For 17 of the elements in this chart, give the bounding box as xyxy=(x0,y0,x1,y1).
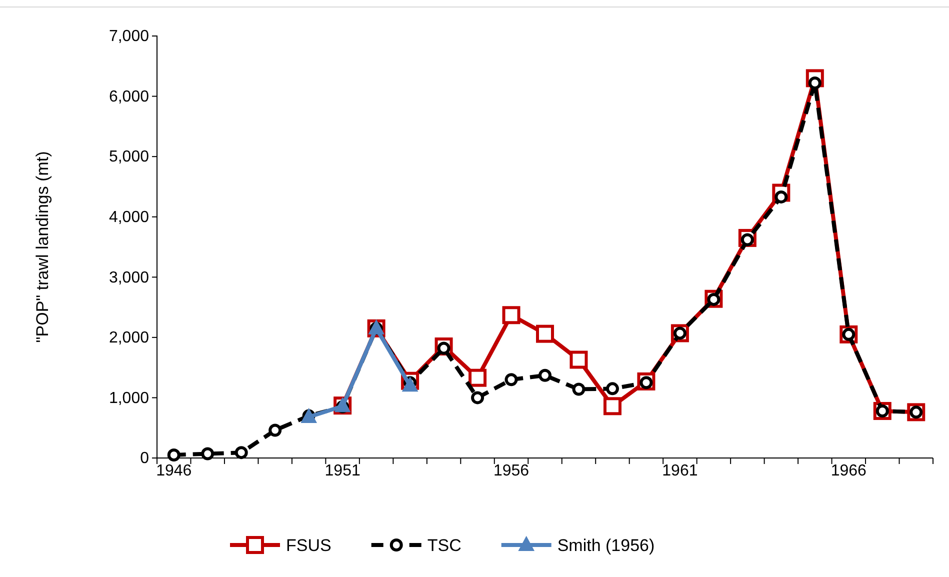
y-tick-label: 2,000 xyxy=(108,330,150,347)
y-tick-label: 1,000 xyxy=(108,390,150,407)
x-tick-label: 1951 xyxy=(324,462,360,480)
legend-label: TSC xyxy=(427,536,462,555)
y-tick-label: 4,000 xyxy=(108,208,150,226)
legend-label: FSUS xyxy=(286,536,332,555)
y-tick-label: 7,000 xyxy=(108,28,150,46)
x-tick-label: 1961 xyxy=(662,462,698,480)
legend-label: Smith (1956) xyxy=(557,536,655,555)
x-tick-label: 1966 xyxy=(830,462,867,480)
y-tick-label: 5,000 xyxy=(108,148,150,166)
y-axis-title: "POP" trawl landings (mt) xyxy=(33,151,52,343)
x-tick-label: 1946 xyxy=(156,462,192,480)
y-tick-label: 6,000 xyxy=(108,88,150,106)
y-tick-label: 0 xyxy=(140,450,150,468)
x-tick-label: 1956 xyxy=(493,462,530,480)
y-tick-label: 3,000 xyxy=(108,269,150,286)
